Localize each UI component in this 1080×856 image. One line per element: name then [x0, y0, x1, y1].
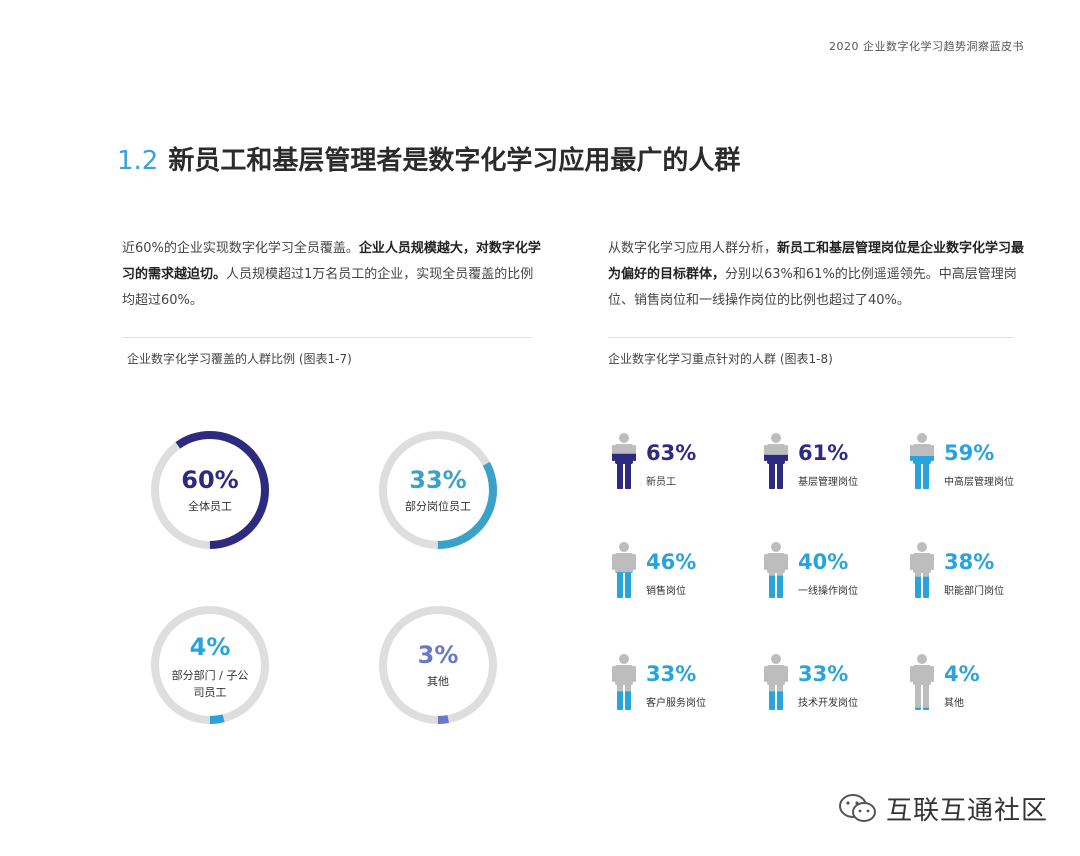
donut-4: 3% 其他	[376, 603, 500, 727]
wechat-icon	[839, 793, 876, 822]
person-label: 技术开发岗位	[798, 698, 858, 709]
person-label: 中高层管理岗位	[944, 477, 1014, 488]
person-value: 61%	[798, 441, 849, 465]
donut-label: 全体员工	[188, 500, 232, 513]
person-item-1: 63% 新员工	[612, 431, 812, 501]
section-number: 1.2	[117, 146, 159, 176]
person-label: 销售岗位	[646, 586, 686, 597]
person-value: 46%	[646, 550, 697, 574]
divider-left	[122, 337, 532, 338]
person-value: 33%	[646, 662, 697, 686]
donut-label: 其他	[427, 675, 449, 688]
left-paragraph: 近60%的企业实现数字化学习全员覆盖。企业人员规模越大，对数字化学习的需求越迫切…	[122, 236, 542, 314]
chart-1-8-title: 企业数字化学习重点针对的人群 (图表1-8)	[608, 352, 833, 366]
person-item-4: 46% 销售岗位	[612, 540, 812, 610]
person-value: 63%	[646, 441, 697, 465]
donut-label: 部分岗位员工	[405, 500, 471, 513]
donut-arc	[379, 431, 497, 549]
left-paragraph-text-2: 人员规模超过1万名员工的企业，实现全员覆盖的比例均超过60%。	[122, 267, 534, 308]
person-value: 33%	[798, 662, 849, 686]
chart-1-7-title: 企业数字化学习覆盖的人群比例 (图表1-7)	[127, 352, 352, 366]
person-label: 其他	[944, 698, 964, 709]
person-icon	[910, 654, 934, 710]
person-value: 38%	[944, 550, 995, 574]
divider-right	[608, 337, 1014, 338]
person-item-7: 33% 客户服务岗位	[612, 652, 812, 722]
donut-arc	[379, 606, 497, 724]
donut-arc	[151, 606, 269, 724]
person-icon	[764, 433, 788, 489]
donut-ring	[151, 431, 269, 549]
person-icon	[764, 654, 788, 710]
person-label: 客户服务岗位	[646, 698, 706, 709]
watermark: 互联互通社区	[838, 790, 1048, 827]
person-icon	[910, 542, 934, 598]
donut-ring	[379, 431, 497, 549]
person-icon	[764, 542, 788, 598]
section-title: 1.2 新员工和基层管理者是数字化学习应用最广的人群	[117, 140, 740, 177]
donut-2: 33% 部分岗位员工	[376, 428, 500, 552]
donut-3: 4% 部分部门 / 子公司员工	[148, 603, 272, 727]
person-item-8: 33% 技术开发岗位	[764, 652, 964, 722]
person-item-9: 4% 其他	[910, 652, 1080, 722]
donut-ring	[151, 606, 269, 724]
donut-ring	[379, 606, 497, 724]
right-paragraph-text-1: 从数字化学习应用人群分析，	[608, 241, 778, 256]
person-value: 40%	[798, 550, 849, 574]
donut-track	[151, 606, 269, 724]
person-label: 职能部门岗位	[944, 586, 1004, 597]
person-item-3: 59% 中高层管理岗位	[910, 431, 1080, 501]
left-paragraph-bold: 企业人员规模越大，对数字化学习的需求越迫切。	[122, 241, 541, 282]
person-icon	[612, 654, 636, 710]
donut-value: 4%	[189, 633, 231, 661]
person-label: 基层管理岗位	[798, 477, 858, 488]
donut-1: 60% 全体员工	[148, 428, 272, 552]
person-item-5: 40% 一线操作岗位	[764, 540, 964, 610]
person-icon	[910, 433, 934, 489]
left-paragraph-text-1: 近60%的企业实现数字化学习全员覆盖。	[122, 241, 359, 256]
person-item-2: 61% 基层管理岗位	[764, 431, 964, 501]
watermark-text: 互联互通社区	[886, 796, 1049, 826]
donut-value: 3%	[417, 641, 459, 669]
person-icon	[612, 433, 636, 489]
right-paragraph: 从数字化学习应用人群分析，新员工和基层管理岗位是企业数字化学习最为偏好的目标群体…	[608, 236, 1028, 314]
person-value: 59%	[944, 441, 995, 465]
right-paragraph-text-2: 分别以63%和61%的比例遥遥领先。中高层管理岗位、销售岗位和一线操作岗位的比例…	[608, 267, 1017, 308]
donut-label: 部分部门 / 子公司员工	[171, 669, 249, 699]
person-value: 4%	[944, 662, 980, 686]
donut-arc	[151, 431, 269, 549]
person-label: 新员工	[646, 477, 676, 488]
person-label: 一线操作岗位	[798, 586, 858, 597]
donut-value: 60%	[181, 466, 239, 494]
person-item-6: 38% 职能部门岗位	[910, 540, 1080, 610]
donut-value: 33%	[409, 466, 467, 494]
section-heading: 新员工和基层管理者是数字化学习应用最广的人群	[168, 146, 741, 176]
page-header: 2020 企业数字化学习趋势洞察蓝皮书	[829, 40, 1024, 53]
person-icon	[612, 542, 636, 598]
right-paragraph-bold: 新员工和基层管理岗位是企业数字化学习最为偏好的目标群体，	[608, 241, 1025, 282]
